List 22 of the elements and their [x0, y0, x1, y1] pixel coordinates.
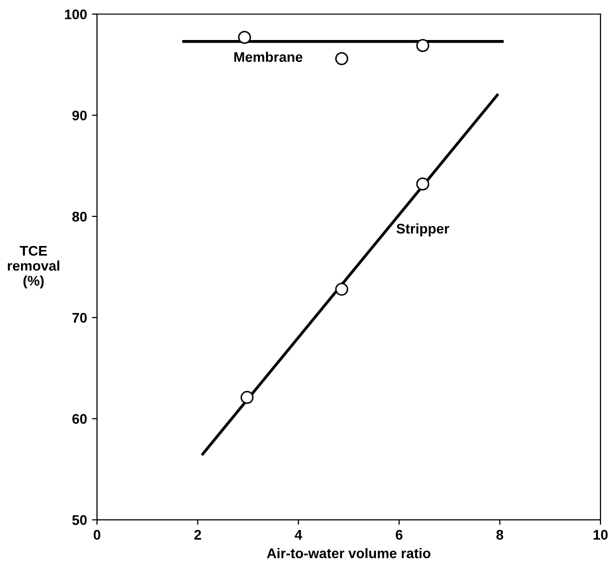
series-label: Membrane — [234, 52, 302, 62]
point — [335, 282, 348, 296]
y-axis-title: TCE removal (%) — [8, 246, 60, 288]
y-tick-label: 50 — [72, 515, 87, 525]
point — [238, 30, 252, 44]
x-tick-label: 10 — [594, 530, 608, 540]
y-tick-label: 60 — [72, 414, 87, 424]
y-tick-label: 80 — [72, 212, 87, 222]
y-tick-label: 90 — [72, 110, 87, 120]
point — [416, 178, 430, 191]
x-tick-label: 0 — [94, 530, 100, 540]
y-tick-label: 70 — [72, 312, 87, 323]
y-tick-label: 100 — [64, 9, 87, 20]
text: Stripper — [396, 223, 450, 236]
x-axis-title: Air-to-water volume ratio — [266, 548, 430, 558]
x-tick-label: 6 — [396, 530, 402, 540]
x-tick-label: 2 — [194, 530, 202, 540]
x-tick-label: 8 — [496, 530, 504, 540]
point — [240, 390, 254, 404]
x-tick-label: 4 — [294, 530, 302, 540]
point — [416, 38, 430, 52]
point — [335, 52, 348, 66]
